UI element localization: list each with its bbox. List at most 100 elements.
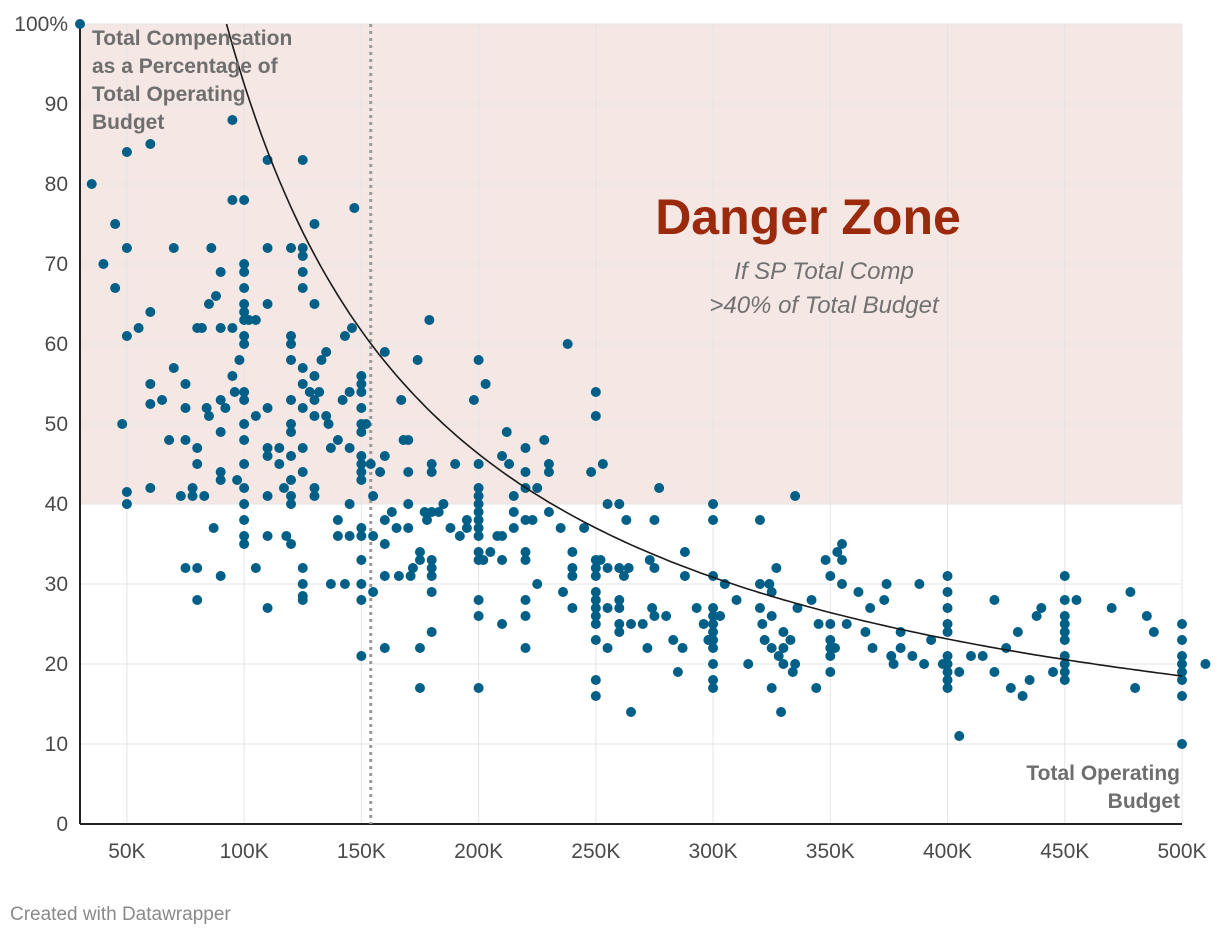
data-point [325,579,336,589]
data-point [473,683,484,693]
data-point [445,523,456,533]
y-tick-label: 90 [45,93,68,116]
data-point [199,491,210,501]
data-point [356,595,367,605]
data-point [773,651,784,661]
data-point [602,563,613,573]
data-point [356,387,367,397]
data-point [239,195,250,205]
data-point [895,643,906,653]
data-point [708,635,719,645]
data-point [239,515,250,525]
data-point [356,371,367,381]
data-point [579,523,590,533]
data-point [649,563,660,573]
data-point [1071,595,1082,605]
data-point [771,563,782,573]
data-point [426,555,437,565]
data-point [356,475,367,485]
data-point [473,459,484,469]
data-point [239,483,250,493]
data-point [356,651,367,661]
data-point [180,379,191,389]
data-point [698,619,709,629]
data-point [321,347,332,357]
data-point [567,547,578,557]
data-point [227,195,238,205]
data-point [234,355,245,365]
data-point [907,651,918,661]
data-point [157,395,168,405]
data-point [679,571,690,581]
data-point [754,515,765,525]
data-point [344,443,355,453]
data-point [187,491,198,501]
data-point [192,443,203,453]
data-point [977,651,988,661]
data-point [649,611,660,621]
data-point [787,667,798,677]
data-point [403,499,414,509]
data-point [811,683,822,693]
data-point [403,467,414,477]
data-point [708,611,719,621]
data-point [414,643,425,653]
data-point [766,611,777,621]
data-point [117,419,128,429]
data-point [743,659,754,669]
data-point [825,667,836,677]
data-point [614,603,625,613]
data-point [708,659,719,669]
y-tick-labels: 0 10 20 30 40 50 60 70 80 90 100% [14,13,68,836]
data-point [595,555,606,565]
data-point [215,323,226,333]
data-point [332,531,343,541]
data-point [679,547,690,557]
data-point [262,243,273,253]
data-point [590,635,601,645]
data-point [286,475,297,485]
data-point [426,507,437,517]
data-point [121,487,132,497]
data-point [187,483,198,493]
data-point [309,483,320,493]
data-point [239,339,250,349]
data-point [614,619,625,629]
data-point [426,587,437,597]
y-tick-label: 40 [45,493,68,516]
data-point [232,475,243,485]
data-point [708,603,719,613]
data-point [424,315,435,325]
data-point [250,563,261,573]
data-point [543,507,554,517]
data-point [145,379,156,389]
data-point [309,411,320,421]
data-point [433,507,444,517]
data-point [1177,739,1187,749]
data-point [75,19,85,29]
data-point [520,595,531,605]
data-point [508,523,519,533]
x-tick-label: 350K [806,840,855,863]
data-point [813,619,824,629]
data-point [379,515,390,525]
data-point [250,315,261,325]
data-point [356,451,367,461]
trend-curve [225,23,1183,677]
data-point [414,683,425,693]
data-point [121,331,132,341]
data-point [286,491,297,501]
data-point [316,355,327,365]
data-point [145,139,156,149]
data-point [375,467,386,477]
y-tick-label: 80 [45,173,68,196]
data-point [192,563,203,573]
data-point [618,571,629,581]
data-point [478,555,489,565]
data-point [919,659,930,669]
y-tick-label: 60 [45,333,68,356]
data-point [825,619,836,629]
data-point [473,483,484,493]
data-point [297,379,308,389]
x-tick-labels: 50K 100K 150K 200K 250K 300K 350K 400K 450K 500K [108,840,1206,863]
